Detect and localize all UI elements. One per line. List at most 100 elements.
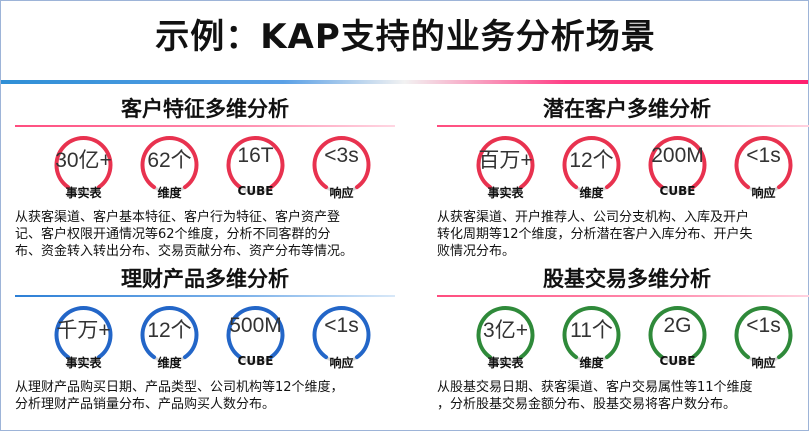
description-line: 布、资金转入转出分布、交易贡献分布、资产分布等情况。	[15, 244, 354, 259]
panel-title: 潜在客户多维分析	[543, 97, 711, 121]
ring-arc	[140, 136, 199, 190]
metric-value: 62个	[147, 149, 192, 172]
metric-row: 3亿+ 事实表 11个 维度 2G CUBE <1s 响应	[465, 304, 805, 370]
metric-value: 12个	[147, 319, 192, 342]
metric-row: 千万+ 事实表 12个 维度 500M CUBE <1s 响应	[43, 304, 383, 370]
metric-value: 12个	[569, 149, 614, 172]
ring-arc-icon	[734, 136, 793, 194]
panel-description: 从获客渠道、开户推荐人、公司分支机构、入库及开户 转化周期等12个维度，分析潜在…	[437, 209, 809, 260]
ring-arc	[226, 136, 285, 190]
metric-value: 500M	[229, 314, 282, 337]
metric-ring-cube: 2G CUBE	[637, 304, 718, 368]
panel-stock-fund-trading: 股基交易多维分析 3亿+ 事实表 11个 维度 2G CUBE <1s 响应 从…	[437, 263, 809, 433]
metric-value: 11个	[570, 319, 613, 342]
ring-arc	[562, 306, 621, 360]
ring-arc	[140, 306, 199, 360]
metric-row: 百万+ 事实表 12个 维度 200M CUBE <1s 响应	[465, 134, 805, 200]
metric-label: 事实表	[487, 186, 524, 200]
panel-divider	[437, 125, 809, 127]
metric-label: CUBE	[237, 354, 274, 368]
metric-label: 响应	[329, 356, 354, 370]
metric-label: 事实表	[65, 186, 102, 200]
ring-arc-icon	[54, 306, 113, 364]
metric-value: 16T	[237, 144, 274, 167]
metric-value: <1s	[324, 314, 359, 337]
metric-value: <3s	[324, 144, 359, 167]
ring-arc-icon	[648, 306, 707, 364]
ring-arc	[54, 136, 113, 190]
ring-arc-icon	[226, 136, 285, 194]
metric-value: 2G	[663, 314, 692, 337]
panel-title: 客户特征多维分析	[121, 97, 289, 121]
panel-description: 从股基交易日期、获客渠道、客户交易属性等11个维度 ，分析股基交易金额分布、股基…	[437, 379, 809, 413]
description-line: 败情况分布。	[437, 244, 516, 259]
metric-ring-fact-table: 百万+ 事实表	[465, 134, 546, 200]
metric-ring-fact-table: 3亿+ 事实表	[465, 304, 546, 370]
ring-arc-icon	[648, 136, 707, 194]
panel-potential-customers: 潜在客户多维分析 百万+ 事实表 12个 维度 200M CUBE <1s 响应…	[437, 93, 809, 263]
ring-arc-icon	[226, 306, 285, 364]
panel-description: 从获客渠道、客户基本特征、客户行为特征、客户资产登 记、客户权限开通情况等62个…	[15, 209, 391, 260]
ring-arc	[54, 306, 113, 360]
ring-arc-icon	[312, 306, 371, 364]
ring-arc	[562, 136, 621, 190]
panel-divider	[15, 125, 395, 127]
metric-label: 事实表	[487, 356, 524, 370]
ring-arc-icon	[562, 136, 621, 194]
metric-ring-dimensions: 12个 维度	[129, 304, 210, 370]
ring-arc-icon	[54, 136, 113, 194]
metric-ring-cube: 200M CUBE	[637, 134, 718, 198]
ring-arc-icon	[476, 136, 535, 194]
metric-label: 维度	[157, 186, 182, 200]
description-line: ，分析股基交易金额分布、股基交易将客户数分布。	[437, 397, 737, 412]
metric-value: 30亿+	[55, 149, 112, 172]
ring-arc	[734, 306, 793, 360]
panel-title: 股基交易多维分析	[543, 267, 711, 291]
metric-ring-fact-table: 30亿+ 事实表	[43, 134, 124, 200]
metric-ring-response: <1s 响应	[723, 134, 804, 200]
description-line: 记、客户权限开通情况等62个维度，分析不同客群的分	[15, 227, 331, 242]
ring-arc	[312, 136, 371, 190]
description-line: 从获客渠道、开户推荐人、公司分支机构、入库及开户	[437, 210, 750, 225]
metric-ring-dimensions: 11个 维度	[551, 304, 632, 370]
metric-row: 30亿+ 事实表 62个 维度 16T CUBE <3s 响应	[43, 134, 383, 200]
panel-description: 从理财产品购买日期、产品类型、公司机构等12个维度， 分析理财产品销量分布、产品…	[15, 379, 391, 413]
metric-value: <1s	[746, 144, 781, 167]
ring-arc	[226, 306, 285, 360]
metric-label: 响应	[751, 186, 776, 200]
metric-ring-fact-table: 千万+ 事实表	[43, 304, 124, 370]
metric-ring-response: <1s 响应	[723, 304, 804, 370]
metric-label: 响应	[329, 186, 354, 200]
metric-ring-dimensions: 12个 维度	[551, 134, 632, 200]
description-line: 从获客渠道、客户基本特征、客户行为特征、客户资产登	[15, 210, 341, 225]
metric-value: 200M	[651, 144, 704, 167]
metric-label: 事实表	[65, 356, 102, 370]
metric-label: 响应	[751, 356, 776, 370]
ring-arc	[734, 136, 793, 190]
description-line: 转化周期等12个维度，分析潜在客户入库分布、开户失	[437, 227, 753, 242]
ring-arc	[476, 306, 535, 360]
ring-arc-icon	[562, 306, 621, 364]
metric-ring-response: <1s 响应	[301, 304, 382, 370]
title-divider	[1, 80, 808, 84]
description-line: 从股基交易日期、获客渠道、客户交易属性等11个维度	[437, 380, 753, 395]
description-line: 从理财产品购买日期、产品类型、公司机构等12个维度，	[15, 380, 344, 395]
ring-arc	[312, 306, 371, 360]
ring-arc-icon	[312, 136, 371, 194]
panel-divider	[15, 295, 395, 297]
ring-arc	[648, 136, 707, 190]
description-line: 分析理财产品销量分布、产品购买人数分布。	[15, 397, 276, 412]
metric-label: 维度	[157, 356, 182, 370]
metric-label: CUBE	[659, 354, 696, 368]
metric-ring-dimensions: 62个 维度	[129, 134, 210, 200]
metric-label: CUBE	[237, 184, 274, 198]
ring-arc-icon	[476, 306, 535, 364]
metric-ring-cube: 500M CUBE	[215, 304, 296, 368]
ring-arc-icon	[140, 136, 199, 194]
panel-customer-features: 客户特征多维分析 30亿+ 事实表 62个 维度 16T CUBE <3s 响应…	[15, 93, 395, 263]
metric-value: <1s	[746, 314, 781, 337]
metric-label: CUBE	[659, 184, 696, 198]
panel-wealth-products: 理财产品多维分析 千万+ 事实表 12个 维度 500M CUBE <1s 响应…	[15, 263, 395, 433]
metric-ring-response: <3s 响应	[301, 134, 382, 200]
